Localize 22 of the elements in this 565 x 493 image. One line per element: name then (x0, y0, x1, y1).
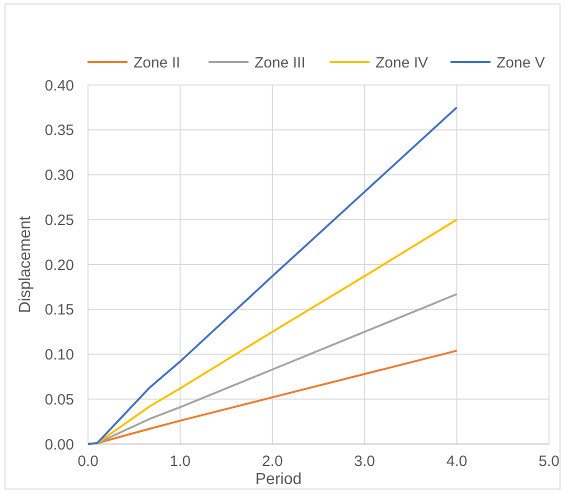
y-tick-label: 0.00 (44, 436, 74, 454)
y-tick-label: 0.20 (44, 256, 74, 274)
y-tick-label: 0.05 (44, 391, 74, 408)
x-tick-label: 1.0 (170, 453, 191, 470)
x-tick-label: 3.0 (354, 453, 376, 470)
x-tick-label: 4.0 (446, 453, 468, 470)
legend-label: Zone V (496, 54, 545, 72)
y-tick-label: 0.30 (44, 167, 74, 184)
y-tick-label: 0.25 (44, 212, 74, 229)
line-series (87, 106, 458, 445)
legend-label: Zone IV (376, 54, 428, 72)
y-axis-title: Displacement (17, 215, 34, 313)
x-tick-label: 0.0 (78, 453, 98, 470)
x-tick-label: 5.0 (538, 453, 560, 470)
y-tick-label: 0.15 (44, 302, 74, 319)
legend-label: Zone II (134, 54, 180, 72)
legend-label: Zone III (254, 54, 306, 72)
y-tick-label: 0.40 (44, 77, 74, 94)
y-tick-label: 0.10 (44, 346, 74, 364)
x-tick-label: 2.0 (262, 453, 283, 470)
y-tick-label: 0.35 (44, 122, 74, 140)
x-axis-title: Period (255, 471, 302, 488)
